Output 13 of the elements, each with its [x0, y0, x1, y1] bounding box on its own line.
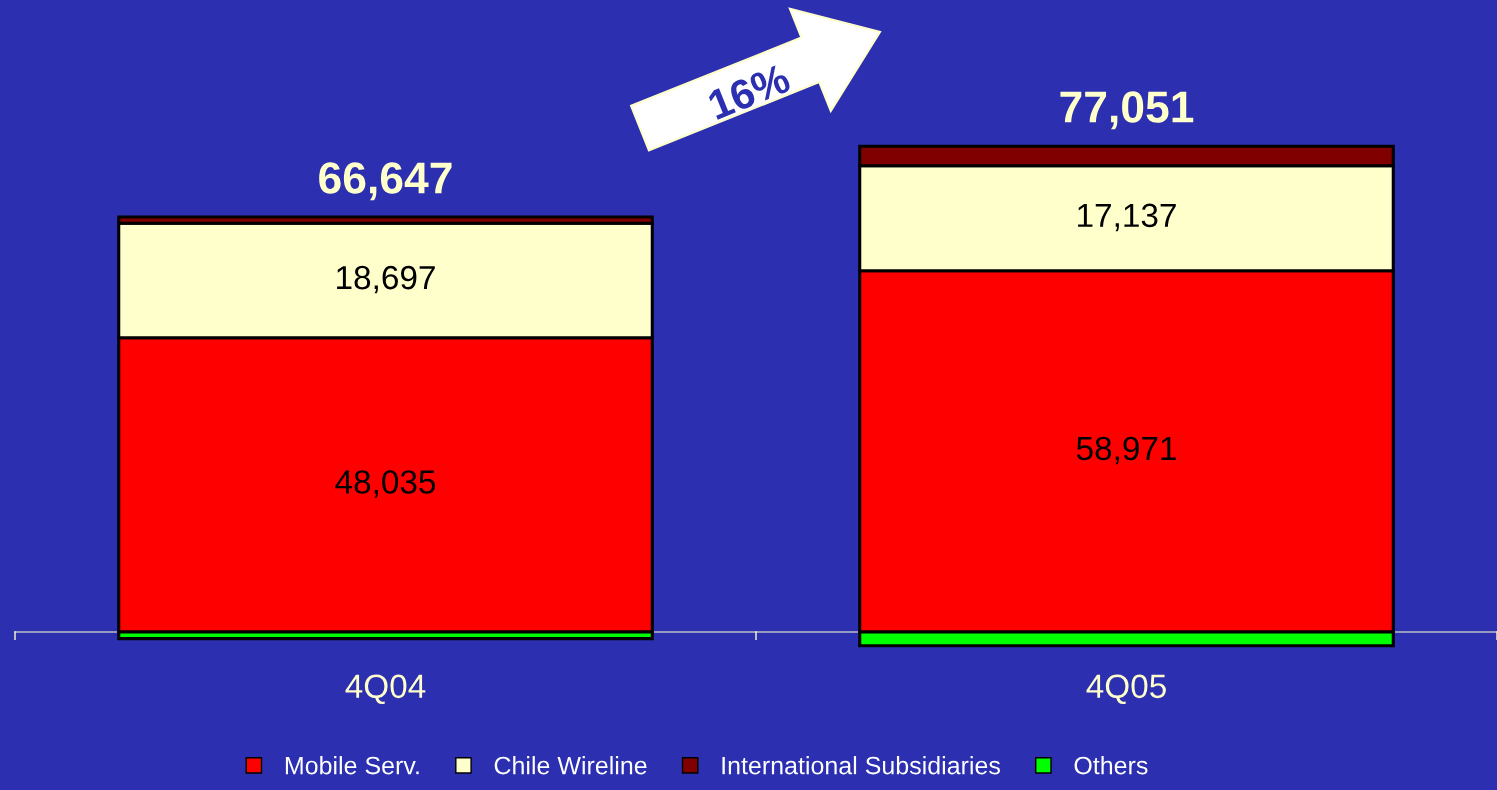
data-label: 48,035 [335, 470, 436, 498]
data-label: 18,697 [337, 265, 435, 294]
text: 16% [706, 62, 792, 121]
total-label: 66,647 [319, 162, 452, 201]
legend-label: Mobile Serv. [285, 756, 419, 775]
legend-label: International Subsidiaries [722, 756, 1000, 775]
x-tick-label: 4Q05 [1086, 674, 1166, 705]
total-label: 77,051 [1060, 91, 1194, 130]
legend-label: Chile Wireline [494, 756, 647, 775]
x-tick-label: 4Q04 [345, 674, 426, 705]
data-label: 17,137 [1078, 203, 1176, 232]
legend-label: Others [1074, 756, 1148, 775]
data-label: 58,971 [1076, 436, 1176, 465]
